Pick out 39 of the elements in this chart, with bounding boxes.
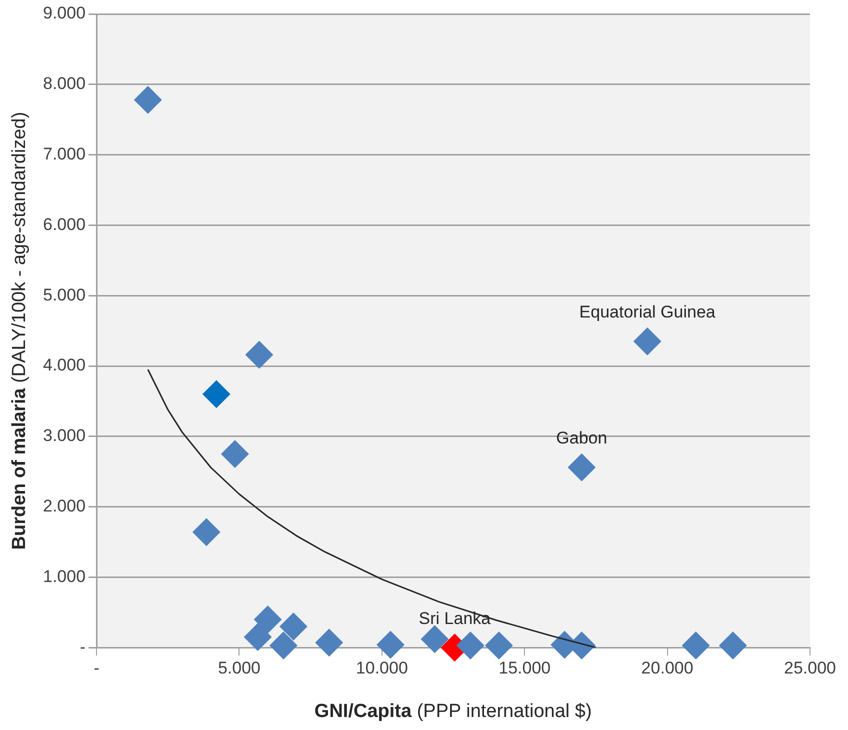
y-tick-label: 3.000: [42, 426, 86, 446]
y-tick-label: 7.000: [42, 144, 86, 164]
y-tick-label: 8.000: [42, 74, 86, 94]
annotation: Equatorial Guinea: [579, 302, 716, 322]
point: [484, 631, 513, 660]
point: [269, 631, 298, 660]
point: [279, 612, 308, 640]
x-axis-title: GNI/Capita (PPP international $): [314, 701, 592, 722]
y-tick-label: 6.000: [42, 214, 86, 234]
point: [244, 623, 272, 652]
point: [192, 518, 220, 546]
x-tick-label: 15.000: [498, 658, 551, 678]
point: [254, 605, 282, 634]
x-tick-label: -: [94, 658, 100, 678]
y-axis-title: Burden of malaria (DALY/100k - age-standardized): [9, 112, 30, 550]
point: [376, 630, 404, 659]
x-tick-label: 25.000: [784, 658, 836, 678]
annotation: Gabon: [556, 428, 608, 448]
x-tick-label: 5.000: [218, 658, 261, 678]
y-tick-label: 5.000: [42, 285, 86, 304]
y-tick-label: 1.000: [42, 566, 86, 586]
y-tick-label: 4.000: [42, 356, 86, 375]
y-tick-label: 2.000: [42, 496, 86, 516]
point: [245, 340, 274, 369]
point: [568, 453, 596, 482]
point: [315, 628, 344, 657]
point: [420, 625, 449, 654]
y-tick-label: -: [80, 637, 86, 656]
point: [682, 631, 710, 660]
point: [633, 327, 662, 356]
point: [456, 631, 484, 660]
annotation: Sri Lanka: [418, 608, 492, 628]
point: [220, 440, 249, 468]
y-tick-label: 9.000: [42, 4, 86, 23]
point: [202, 380, 230, 408]
x-tick-label: 20.000: [641, 658, 694, 678]
point: [718, 631, 747, 660]
point: [134, 86, 162, 114]
x-tick-label: 10.000: [356, 658, 408, 678]
